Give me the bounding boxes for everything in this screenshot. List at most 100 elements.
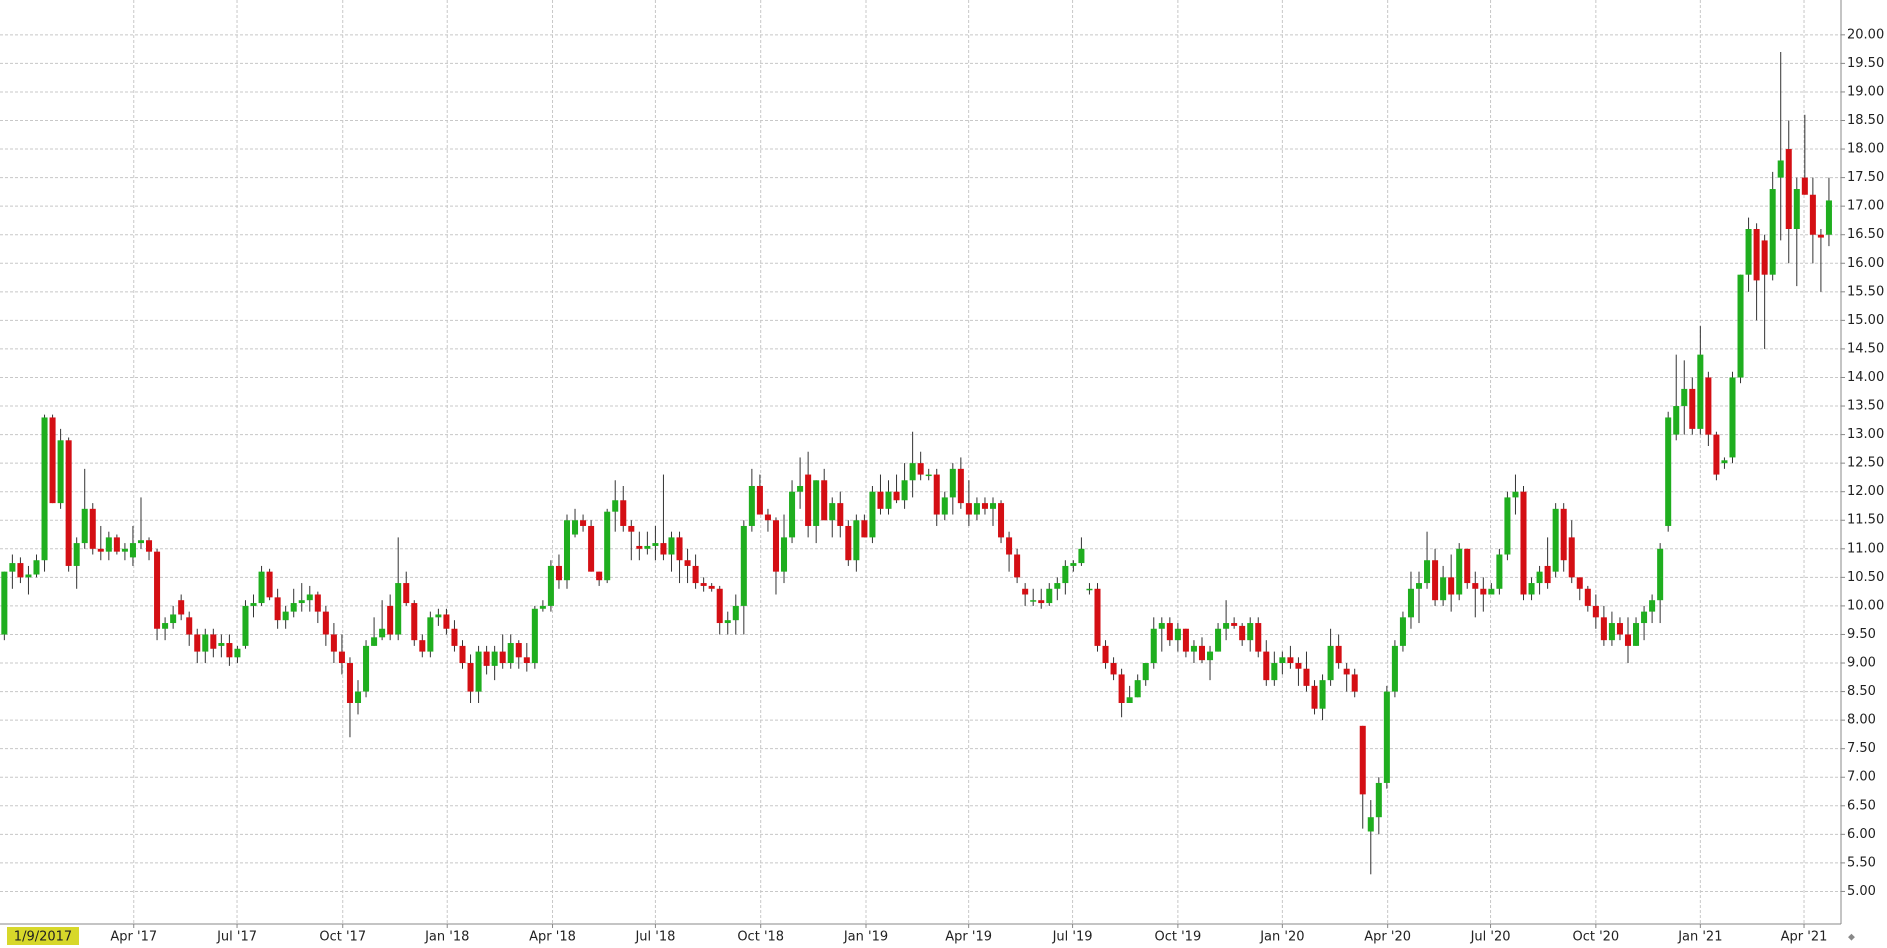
candle-body — [1399, 617, 1406, 646]
x-tick-label: Oct '17 — [319, 930, 366, 945]
candle-body — [660, 543, 667, 555]
y-tick-label: 11.50 — [1847, 513, 1884, 528]
candle-body — [1673, 406, 1680, 435]
candle-body — [949, 468, 956, 498]
candle-body — [1006, 537, 1013, 555]
candle-body — [371, 637, 378, 646]
y-tick-label: 20.00 — [1847, 27, 1884, 42]
candle-body — [1407, 588, 1414, 618]
candle-body — [9, 563, 16, 572]
axis-labels: 5.00 5.50 6.00 6.50 7.00 7.50 8.00 8.50 9.00 9.50… — [110, 27, 1884, 944]
candle-body — [330, 634, 337, 652]
candle-body — [1536, 571, 1543, 584]
candle-body — [186, 617, 193, 635]
x-tick-label: Oct '20 — [1572, 930, 1619, 945]
candle-body — [162, 623, 169, 629]
candle-body — [387, 605, 394, 635]
candle-body — [1432, 560, 1439, 601]
candle-body — [170, 614, 177, 624]
candle-body — [933, 474, 940, 515]
candle-body — [1440, 577, 1447, 601]
y-tick-label: 8.50 — [1847, 684, 1876, 699]
candle-body — [925, 474, 932, 477]
candle-body — [290, 603, 297, 612]
candle-body — [202, 634, 209, 652]
candle-body — [1480, 588, 1487, 595]
candles — [1, 51, 1832, 875]
candle-body — [97, 548, 104, 552]
candle-body — [652, 543, 659, 546]
x-tick-label: Oct '18 — [737, 930, 784, 945]
candle-body — [740, 525, 747, 606]
candle-body — [234, 648, 241, 658]
candle-body — [314, 594, 321, 612]
candle-body — [1649, 600, 1656, 612]
candle-body — [1207, 651, 1214, 661]
candle-body — [628, 525, 635, 532]
candle-body — [1809, 194, 1816, 235]
y-tick-label: 16.50 — [1847, 227, 1884, 242]
candle-body — [1295, 663, 1302, 669]
y-tick-label: 6.50 — [1847, 798, 1876, 813]
candle-body — [1367, 817, 1374, 832]
candle-body — [1223, 623, 1230, 629]
candle-body — [1568, 537, 1575, 578]
candle-body — [636, 545, 643, 549]
candle-body — [1608, 623, 1615, 641]
candle-body — [1785, 149, 1792, 230]
candle-body — [1745, 229, 1752, 275]
candle-body — [1110, 663, 1117, 675]
candle-body — [973, 503, 980, 515]
candle-body — [1512, 491, 1519, 498]
candle-body — [242, 605, 249, 646]
candle-body — [684, 560, 691, 566]
candle-body — [1150, 628, 1157, 664]
candle-body — [1279, 657, 1286, 664]
candle-body — [1134, 680, 1141, 698]
y-tick-label: 14.00 — [1847, 370, 1884, 385]
candle-body — [1182, 628, 1189, 652]
candle-body — [1319, 680, 1326, 709]
candle-body — [274, 597, 281, 621]
candle-body — [893, 491, 900, 501]
candle-body — [861, 520, 868, 538]
candle-body — [1046, 588, 1053, 604]
y-tick-label: 10.50 — [1847, 570, 1884, 585]
x-tick-label: Jan '19 — [843, 930, 888, 945]
candle-body — [772, 520, 779, 572]
candle-body — [363, 645, 370, 692]
candle-body — [419, 640, 426, 652]
candle-body — [298, 600, 305, 604]
candle-body — [620, 500, 627, 526]
candle-body — [1166, 623, 1173, 641]
candle-body — [81, 508, 88, 544]
candle-body — [1448, 577, 1455, 595]
candle-body — [668, 537, 675, 555]
crosshair-label: 1/9/2017 — [14, 930, 72, 945]
candle-body — [1705, 377, 1712, 435]
candle-body — [1271, 663, 1278, 681]
x-tick-label: Jan '21 — [1677, 930, 1722, 945]
candle-body — [1761, 240, 1768, 275]
candle-body — [129, 543, 136, 558]
candle-body — [547, 565, 554, 606]
candle-body — [813, 480, 820, 526]
candle-body — [1657, 548, 1664, 601]
candle-body — [644, 545, 651, 549]
candle-body — [1616, 623, 1623, 635]
candle-body — [604, 511, 611, 581]
candle-body — [531, 608, 538, 664]
candle-body — [1817, 234, 1824, 238]
y-tick-label: 11.00 — [1847, 541, 1884, 556]
candle-body — [1584, 588, 1591, 606]
candle-body — [250, 603, 257, 606]
candle-body — [901, 480, 908, 501]
y-tick-label: 18.50 — [1847, 113, 1884, 128]
candle-body — [1600, 617, 1607, 641]
candle-body — [1681, 388, 1688, 407]
candle-body — [1126, 697, 1133, 703]
candle-body — [1343, 668, 1350, 675]
candle-body — [700, 583, 707, 586]
candle-body — [523, 657, 530, 664]
